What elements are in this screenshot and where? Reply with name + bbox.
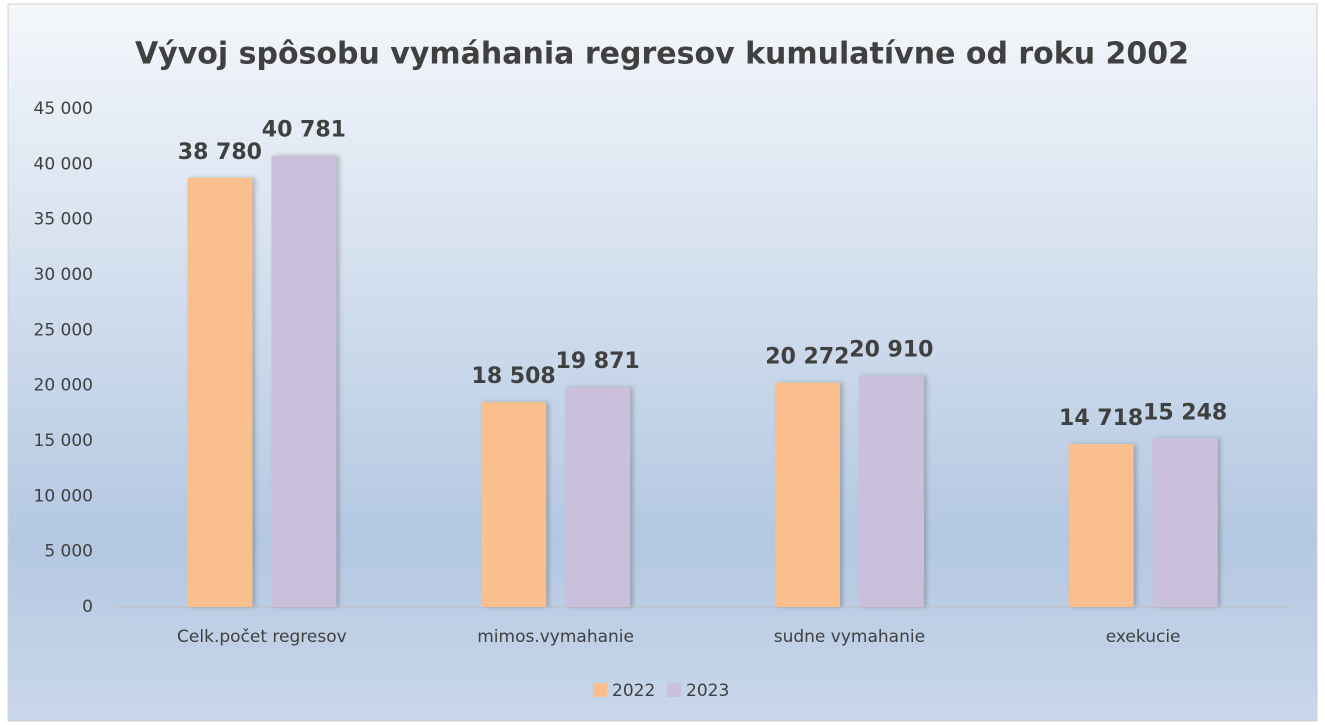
y-tick-label: 25 000 <box>34 320 93 340</box>
x-tick-label: sudne vymahanie <box>774 627 925 647</box>
bar <box>481 402 547 607</box>
y-tick-label: 10 000 <box>34 486 93 506</box>
bar <box>271 155 337 608</box>
data-label: 38 780 <box>178 140 262 165</box>
bar <box>1068 444 1134 607</box>
bar <box>858 375 924 607</box>
y-tick-label: 5 000 <box>44 542 93 562</box>
data-label: 40 781 <box>262 118 346 143</box>
data-label: 19 871 <box>556 349 640 374</box>
y-tick-label: 35 000 <box>34 210 93 230</box>
y-tick-label: 20 000 <box>34 376 93 396</box>
legend-label: 2023 <box>686 681 729 701</box>
y-tick-label: 45 000 <box>34 99 93 119</box>
y-tick-label: 40 000 <box>34 154 93 174</box>
legend-swatch <box>593 683 607 697</box>
y-tick-label: 0 <box>82 597 93 617</box>
data-label: 20 910 <box>849 338 933 363</box>
data-label: 15 248 <box>1143 400 1227 425</box>
x-tick-label: mimos.vymahanie <box>477 627 634 647</box>
bar <box>187 177 253 608</box>
chart-title: Vývoj spôsobu vymáhania regresov kumulat… <box>135 37 1189 72</box>
y-tick-label: 30 000 <box>34 265 93 285</box>
data-label: 14 718 <box>1059 406 1143 431</box>
bar <box>1152 438 1218 607</box>
bar <box>774 382 840 607</box>
x-tick-label: Celk.počet regresov <box>177 627 347 647</box>
legend-swatch <box>667 683 681 697</box>
data-label: 18 508 <box>472 364 556 389</box>
legend-label: 2022 <box>612 681 655 701</box>
bar <box>565 387 631 607</box>
y-tick-label: 15 000 <box>34 431 93 451</box>
x-tick-label: exekucie <box>1106 627 1181 647</box>
data-label: 20 272 <box>765 345 849 370</box>
